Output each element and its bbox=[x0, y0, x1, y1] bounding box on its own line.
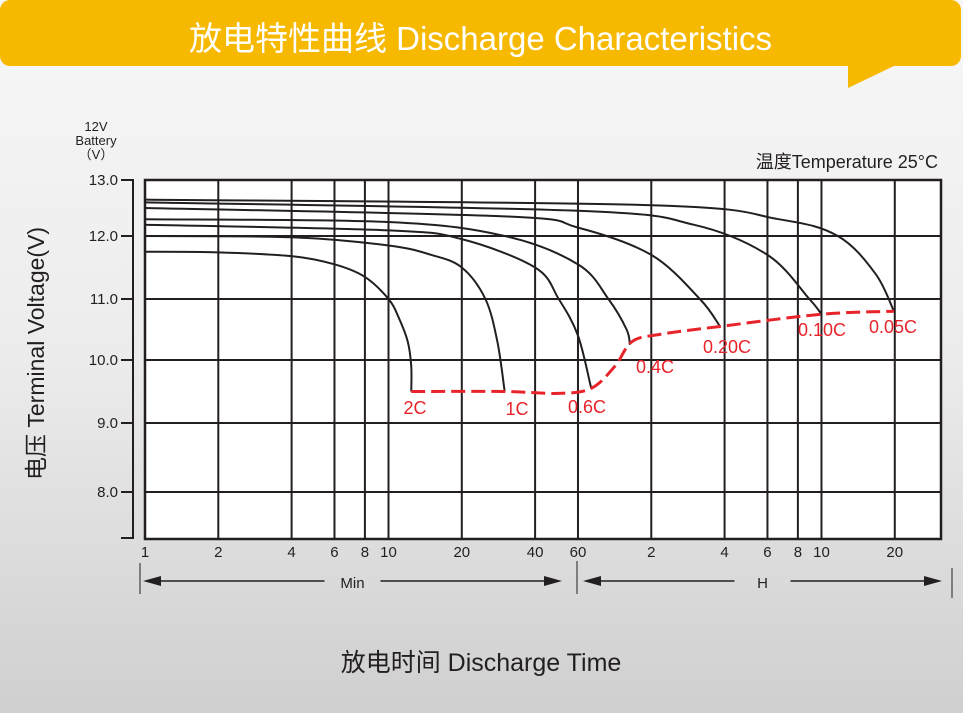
x-tick-label: 40 bbox=[527, 544, 544, 561]
x-tick-label: 6 bbox=[763, 544, 771, 561]
y-tick-label: 9.0 bbox=[97, 415, 118, 432]
x-tick-label: 8 bbox=[794, 544, 802, 561]
y-axis-title: 电压 Terminal Voltage(V) bbox=[23, 227, 49, 480]
y-unit-label: Battery bbox=[75, 133, 117, 148]
hours-range-arrow-left bbox=[583, 576, 601, 586]
curve-0.20C bbox=[144, 207, 721, 328]
temperature-annotation: 温度Temperature 25°C bbox=[756, 152, 938, 172]
chart-title: 放电特性曲线 Discharge Characteristics bbox=[188, 20, 773, 57]
y-unit-label: 12V bbox=[84, 119, 107, 134]
curve-0.4C bbox=[144, 218, 631, 345]
hours-range-label: H bbox=[757, 575, 768, 592]
x-tick-label: 8 bbox=[361, 544, 369, 561]
minutes-range-label: Min bbox=[340, 575, 364, 592]
curve-1C bbox=[144, 235, 506, 392]
y-tick-label: 11.0 bbox=[90, 291, 118, 308]
series-label-0.05C: 0.05C bbox=[869, 317, 917, 337]
hours-range-arrow-right bbox=[924, 576, 942, 586]
curve-0.6C bbox=[144, 223, 593, 389]
x-tick-label: 4 bbox=[720, 544, 728, 561]
x-tick-label: 20 bbox=[453, 544, 470, 561]
x-tick-label: 6 bbox=[330, 544, 338, 561]
y-axis-line bbox=[121, 179, 134, 539]
x-tick-label: 1 bbox=[141, 544, 149, 561]
minutes-range-arrow-left bbox=[143, 576, 161, 586]
x-tick-label: 20 bbox=[886, 544, 903, 561]
series-label-0.10C: 0.10C bbox=[798, 320, 846, 340]
y-tick-label: 8.0 bbox=[97, 484, 118, 501]
y-unit-label: （V） bbox=[79, 147, 114, 162]
curve-0.10C bbox=[144, 201, 823, 315]
title-banner: 放电特性曲线 Discharge Characteristics bbox=[0, 0, 961, 66]
y-tick-label: 13.0 bbox=[89, 172, 118, 189]
cutoff-voltage-line bbox=[411, 309, 894, 395]
y-tick-label: 10.0 bbox=[89, 352, 118, 369]
curve-2C bbox=[144, 250, 413, 392]
x-tick-label: 2 bbox=[647, 544, 655, 561]
x-tick-label: 4 bbox=[287, 544, 295, 561]
series-label-0.4C: 0.4C bbox=[636, 357, 674, 377]
banner-tail bbox=[848, 64, 898, 88]
series-label-0.20C: 0.20C bbox=[703, 337, 751, 357]
series-label-0.6C: 0.6C bbox=[568, 397, 606, 417]
curve-0.05C bbox=[144, 198, 895, 312]
y-tick-label: 12.0 bbox=[89, 228, 118, 245]
series-label-2C: 2C bbox=[403, 398, 426, 418]
x-tick-label: 60 bbox=[570, 544, 587, 561]
x-axis-title: 放电时间 Discharge Time bbox=[341, 649, 622, 677]
x-tick-label: 2 bbox=[214, 544, 222, 561]
series-label-1C: 1C bbox=[505, 399, 528, 419]
x-tick-label: 10 bbox=[813, 544, 830, 561]
x-tick-label: 10 bbox=[380, 544, 397, 561]
minutes-range-arrow-right bbox=[544, 576, 562, 586]
